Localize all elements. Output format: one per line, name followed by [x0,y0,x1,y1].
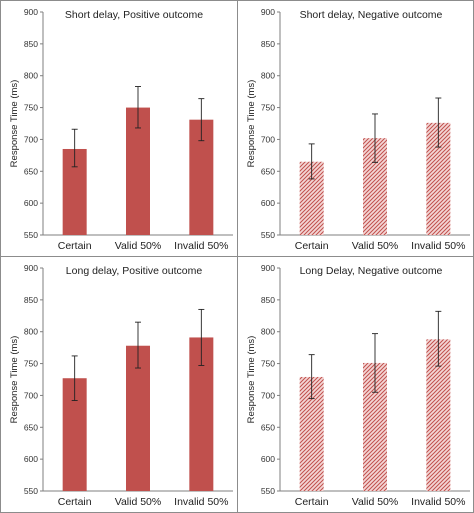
y-axis-label: Response Time (ms) [246,80,257,168]
y-tick-label: 750 [24,103,38,113]
y-tick-label: 650 [24,422,38,432]
y-tick-label: 850 [24,39,38,49]
chart-title: Long delay, Positive outcome [66,265,203,277]
chart-title: Short delay, Positive outcome [65,9,203,21]
chart-svg: 550 600 650 700 750 800 850 900 Response Time (m… [246,7,470,252]
x-tick-label: Invalid 50% [174,496,228,508]
chart-title: Short delay, Negative outcome [300,9,443,21]
chart-svg: 550 600 650 700 750 800 850 900 Response Time (m… [9,263,233,508]
y-tick-label: 800 [24,327,38,337]
y-tick-label: 700 [261,390,275,400]
y-tick-label: 850 [261,295,275,305]
y-tick-label: 900 [24,7,38,17]
y-tick-label: 700 [24,390,38,400]
y-tick-label: 800 [261,71,275,81]
y-tick-label: 550 [261,230,275,240]
y-tick-label: 850 [24,295,38,305]
y-tick-label: 650 [261,166,275,176]
y-tick-label: 800 [24,71,38,81]
y-tick-label: 550 [24,486,38,496]
bar [126,107,150,235]
y-tick-label: 600 [261,454,275,464]
x-tick-label: Certain [58,240,92,252]
y-axis-label: Response Time (ms) [9,336,20,424]
y-tick-label: 600 [24,454,38,464]
x-tick-label: Certain [58,496,92,508]
x-tick-label: Invalid 50% [411,240,465,252]
y-tick-label: 600 [24,198,38,208]
y-tick-label: 900 [261,263,275,273]
y-tick-label: 600 [261,198,275,208]
y-tick-label: 900 [24,263,38,273]
x-tick-label: Valid 50% [352,496,399,508]
chart-panel-short-negative: 550 600 650 700 750 800 850 900 Response Time (m… [237,0,474,257]
chart-panel-short-positive: 550 600 650 700 750 800 850 900 Response Time (m… [0,0,238,257]
x-tick-label: Invalid 50% [174,240,228,252]
y-tick-label: 650 [24,166,38,176]
y-tick-label: 750 [24,359,38,369]
y-tick-label: 750 [261,359,275,369]
y-tick-label: 550 [261,486,275,496]
chart-panel-long-positive: 550 600 650 700 750 800 850 900 Response Time (m… [0,256,238,513]
chart-svg: 550 600 650 700 750 800 850 900 Response Time (m… [9,7,233,252]
x-tick-label: Valid 50% [115,240,162,252]
chart-svg: 550 600 650 700 750 800 850 900 Response Time (m… [246,263,470,508]
x-tick-label: Certain [295,496,329,508]
x-tick-label: Invalid 50% [411,496,465,508]
y-tick-label: 650 [261,422,275,432]
bar [126,345,150,491]
y-tick-label: 700 [24,134,38,144]
x-tick-label: Certain [295,240,329,252]
x-tick-label: Valid 50% [352,240,399,252]
y-tick-label: 800 [261,327,275,337]
y-tick-label: 700 [261,134,275,144]
chart-panel-long-negative: 550 600 650 700 750 800 850 900 Response Time (m… [237,256,474,513]
chart-title: Long Delay, Negative outcome [300,265,443,277]
x-tick-label: Valid 50% [115,496,162,508]
y-tick-label: 750 [261,103,275,113]
y-tick-label: 850 [261,39,275,49]
y-tick-label: 550 [24,230,38,240]
y-axis-label: Response Time (ms) [246,336,257,424]
y-tick-label: 900 [261,7,275,17]
y-axis-label: Response Time (ms) [9,80,20,168]
